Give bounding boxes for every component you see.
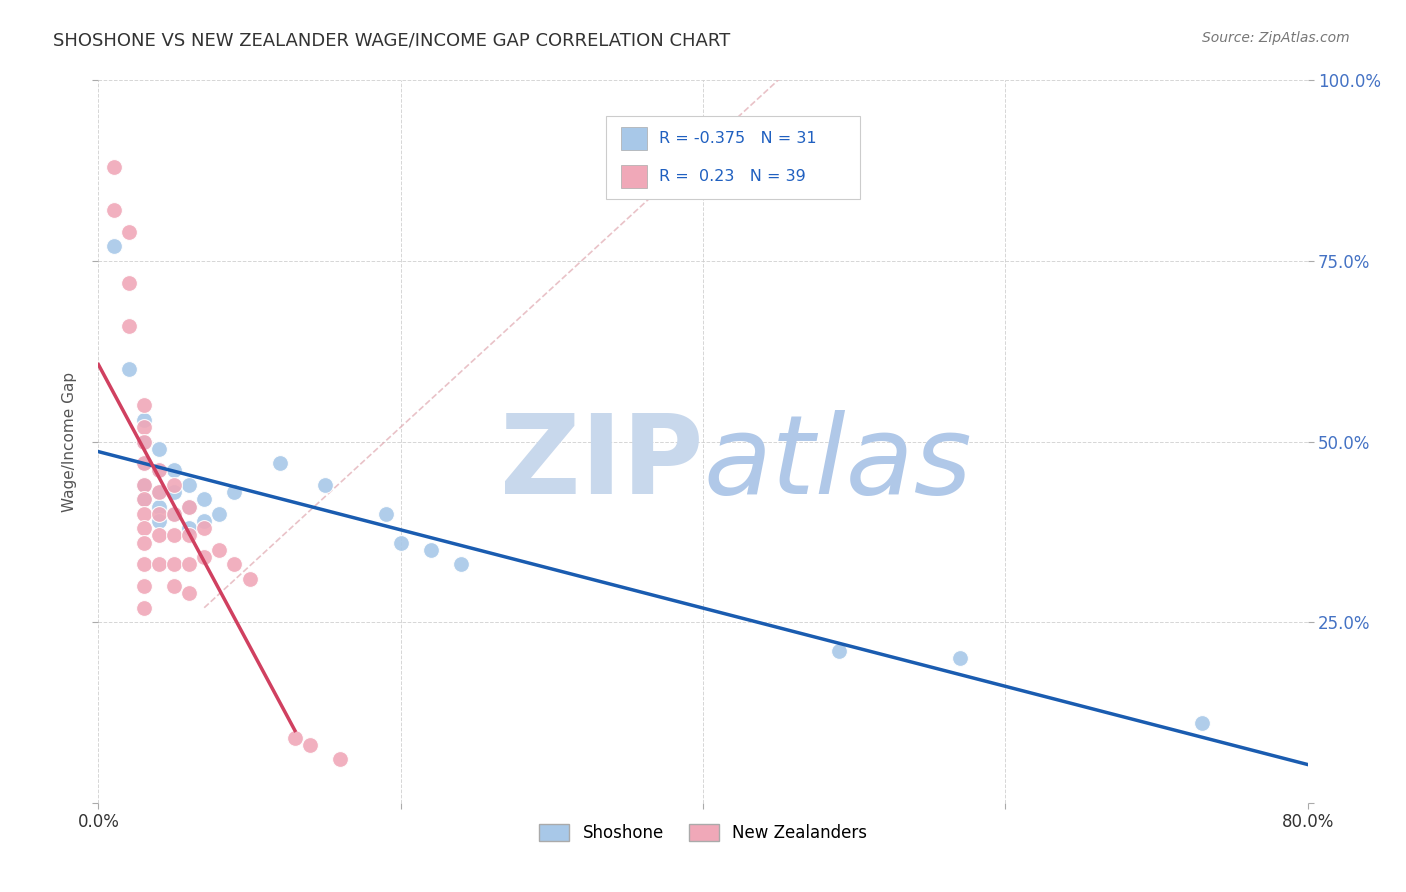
Point <box>132 456 155 470</box>
Point <box>132 492 155 507</box>
Point <box>314 478 336 492</box>
Point <box>193 492 215 507</box>
Point <box>208 542 231 557</box>
Point <box>148 463 170 477</box>
Point <box>193 514 215 528</box>
Point <box>132 398 155 412</box>
Point <box>148 558 170 572</box>
Point <box>163 507 186 521</box>
Point <box>299 738 322 752</box>
Text: SHOSHONE VS NEW ZEALANDER WAGE/INCOME GAP CORRELATION CHART: SHOSHONE VS NEW ZEALANDER WAGE/INCOME GA… <box>53 31 731 49</box>
Point <box>450 558 472 572</box>
Point <box>179 478 201 492</box>
Text: atlas: atlas <box>703 409 972 516</box>
Text: Source: ZipAtlas.com: Source: ZipAtlas.com <box>1202 31 1350 45</box>
Point <box>163 507 186 521</box>
Point <box>132 413 155 427</box>
Point <box>132 434 155 449</box>
Point <box>103 160 125 174</box>
Point <box>193 521 215 535</box>
Point <box>148 485 170 500</box>
Point <box>103 203 125 218</box>
Point <box>148 442 170 456</box>
Point <box>179 521 201 535</box>
Point <box>239 572 262 586</box>
Point <box>118 362 141 376</box>
Point <box>163 558 186 572</box>
Point <box>132 478 155 492</box>
Point <box>179 500 201 514</box>
Point <box>389 535 412 549</box>
Point <box>148 463 170 477</box>
Point <box>132 492 155 507</box>
FancyBboxPatch shape <box>621 128 647 151</box>
Point <box>224 485 246 500</box>
Point <box>148 528 170 542</box>
Point <box>132 521 155 535</box>
Point <box>1191 716 1213 731</box>
FancyBboxPatch shape <box>606 117 860 200</box>
Point <box>118 225 141 239</box>
Point <box>284 731 307 745</box>
Text: R =  0.23   N = 39: R = 0.23 N = 39 <box>659 169 806 184</box>
Point <box>132 434 155 449</box>
Point <box>949 651 972 665</box>
Point <box>118 276 141 290</box>
Point <box>329 752 352 766</box>
Point <box>132 478 155 492</box>
Point <box>179 558 201 572</box>
FancyBboxPatch shape <box>621 165 647 188</box>
Point <box>148 514 170 528</box>
Point <box>132 507 155 521</box>
Point <box>269 456 291 470</box>
Point <box>179 586 201 600</box>
Point <box>420 542 443 557</box>
Text: R = -0.375   N = 31: R = -0.375 N = 31 <box>659 131 817 146</box>
Point <box>828 644 851 658</box>
Point <box>374 507 396 521</box>
Point <box>208 507 231 521</box>
Point <box>193 550 215 565</box>
Point <box>179 500 201 514</box>
Point <box>163 579 186 593</box>
Point <box>224 558 246 572</box>
Point <box>148 485 170 500</box>
Point <box>163 478 186 492</box>
Point <box>179 528 201 542</box>
Point <box>132 535 155 549</box>
Point <box>132 579 155 593</box>
Point <box>118 318 141 333</box>
Legend: Shoshone, New Zealanders: Shoshone, New Zealanders <box>533 817 873 848</box>
Text: ZIP: ZIP <box>499 409 703 516</box>
Point <box>163 528 186 542</box>
Point <box>132 558 155 572</box>
Point <box>103 239 125 253</box>
Point <box>148 500 170 514</box>
Y-axis label: Wage/Income Gap: Wage/Income Gap <box>62 371 77 512</box>
Point <box>163 485 186 500</box>
Point <box>132 420 155 434</box>
Point <box>132 600 155 615</box>
Point <box>163 463 186 477</box>
Point <box>132 456 155 470</box>
Point <box>148 507 170 521</box>
